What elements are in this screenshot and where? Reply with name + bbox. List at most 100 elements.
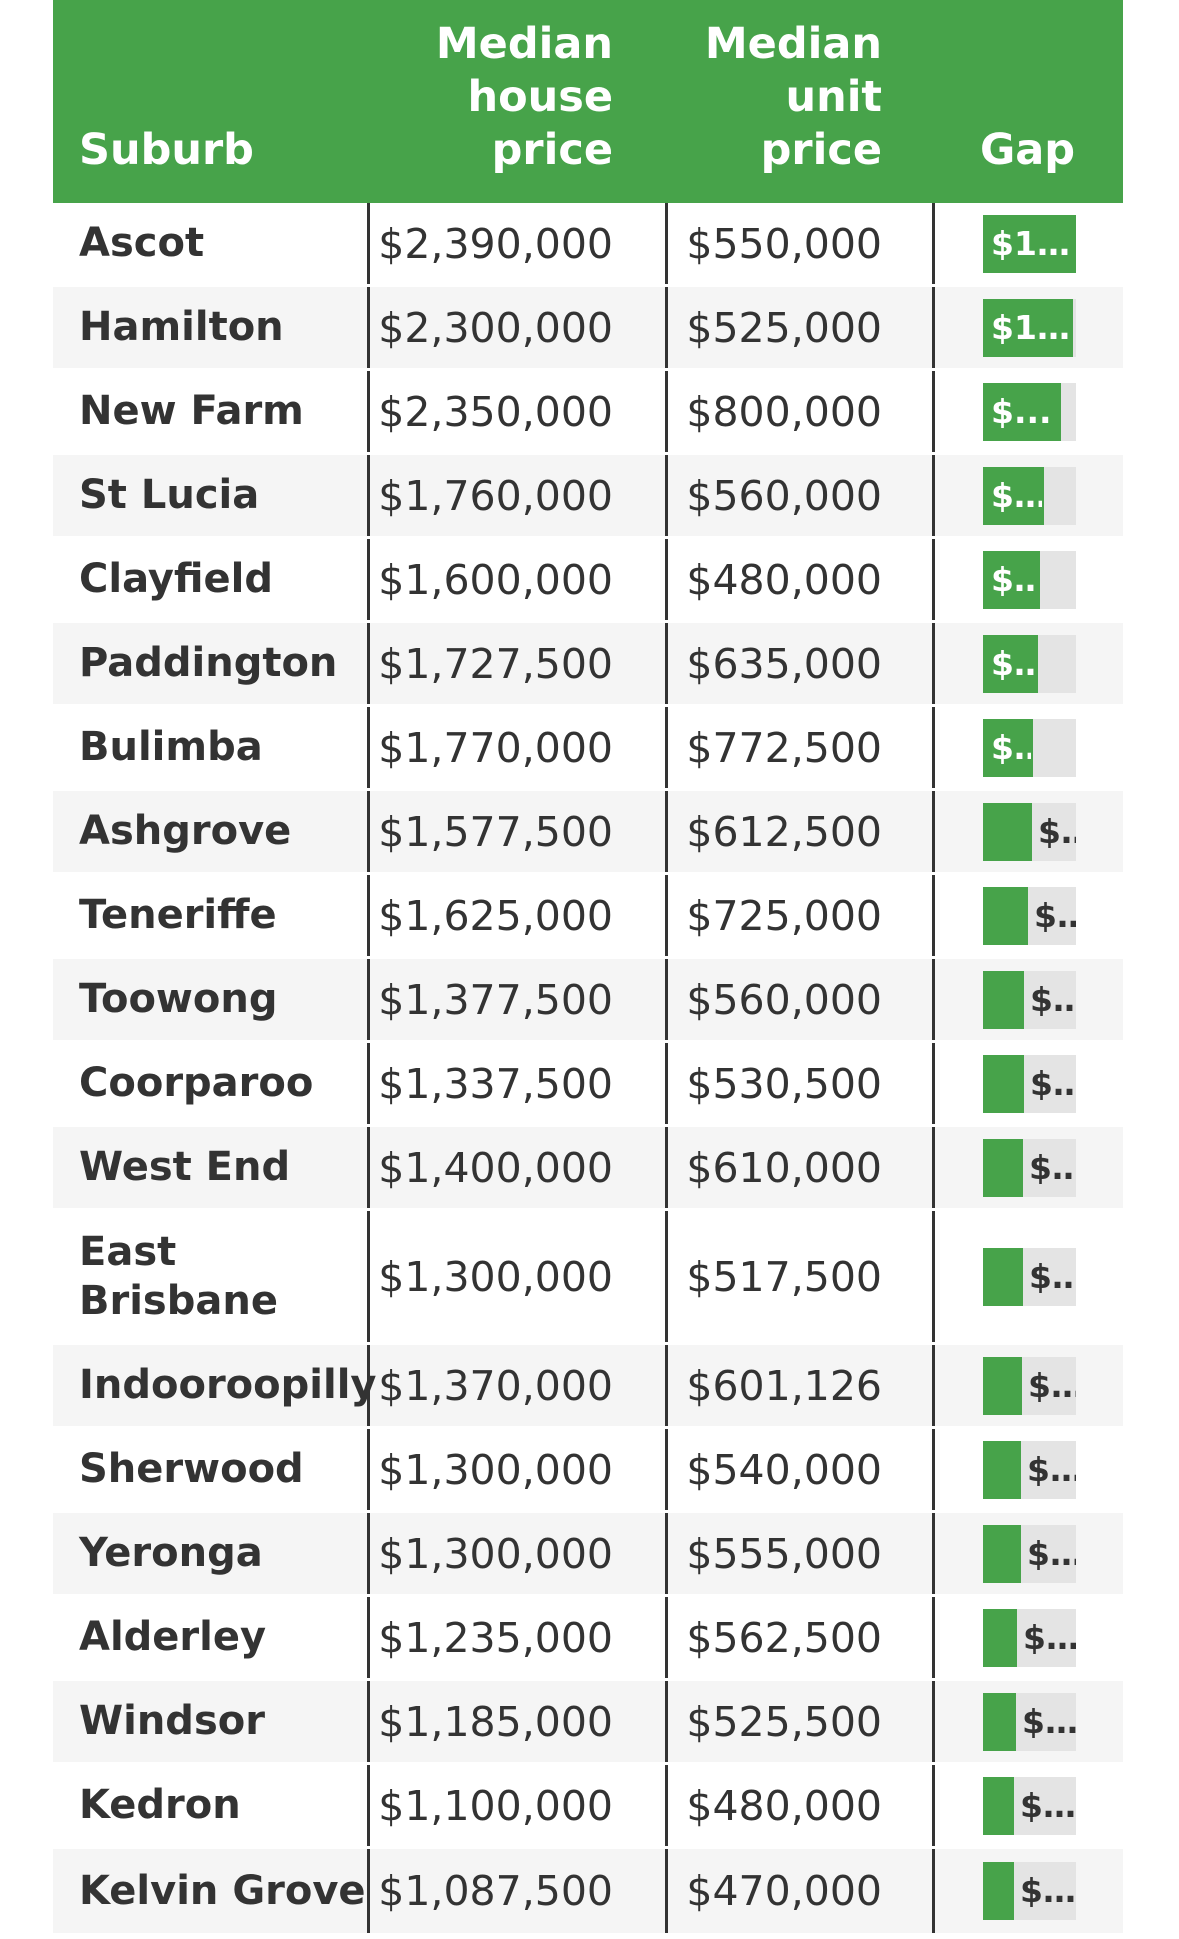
gap-cell: $... xyxy=(932,1211,1123,1342)
unit-price-cell: $525,500 xyxy=(665,1681,932,1762)
gap-bar xyxy=(983,1356,1022,1415)
table-row: West End $1,400,000$610,000 $... xyxy=(53,1127,1123,1211)
suburb-cell: St Lucia xyxy=(53,455,367,536)
header-suburb[interactable]: Suburb xyxy=(53,0,367,203)
gap-label: $... xyxy=(1028,1365,1076,1405)
suburb-cell: Ascot xyxy=(53,203,367,284)
table-row: Bulimba $1,770,000$772,500 $... xyxy=(53,707,1123,791)
gap-cell: $... xyxy=(932,1043,1123,1124)
header-gap[interactable]: Gap xyxy=(932,0,1123,203)
suburb-name: Paddington xyxy=(79,640,338,686)
header-house-line-1: Median xyxy=(435,19,613,69)
suburb-cell: New Farm xyxy=(53,371,367,452)
suburb-name: Ashgrove xyxy=(79,808,292,854)
gap-cell: $... xyxy=(932,371,1123,452)
table-row: Kelvin Grove $1,087,500 $470,000 $... xyxy=(53,1849,1123,1933)
gap-bar-track: $1... xyxy=(983,214,1076,273)
gap-cell: $... xyxy=(932,1429,1123,1510)
gap-bar xyxy=(983,1692,1016,1751)
header-house-price[interactable]: Median house price xyxy=(367,0,665,203)
house-price-cell: $1,760,000 xyxy=(367,455,665,536)
gap-bar-track: $... xyxy=(983,466,1076,525)
suburb-cell: Alderley xyxy=(53,1597,367,1678)
gap-cell: $... xyxy=(932,1597,1123,1678)
gap-bar-track: $... xyxy=(983,1138,1076,1197)
gap-bar xyxy=(983,1247,1023,1306)
unit-price-cell: $800,000 xyxy=(665,371,932,452)
gap-bar xyxy=(983,298,1073,357)
header-suburb-label: Suburb xyxy=(79,125,254,175)
gap-label: $... xyxy=(991,391,1052,431)
gap-bar xyxy=(983,718,1033,777)
gap-bar-track: $... xyxy=(983,550,1076,609)
gap-bar xyxy=(983,970,1024,1029)
gap-label: $1... xyxy=(991,223,1074,263)
gap-bar xyxy=(983,214,1076,273)
table-row: Indooroopilly$1,370,000$601,126 $... xyxy=(53,1345,1123,1429)
house-price-cell: $1,300,000 xyxy=(367,1429,665,1510)
house-price-cell: $1,235,000 xyxy=(367,1597,665,1678)
house-price-cell: $1,087,500 xyxy=(367,1849,665,1933)
gap-cell: $... xyxy=(932,455,1123,536)
suburb-name: Indooroopilly xyxy=(79,1362,377,1408)
suburb-cell: Bulimba xyxy=(53,707,367,788)
gap-cell: $... xyxy=(932,1513,1123,1594)
suburb-name: East Brisbane xyxy=(79,1228,278,1326)
house-price-cell: $1,337,500 xyxy=(367,1043,665,1124)
unit-price-cell: $560,000 xyxy=(665,959,932,1040)
suburb-cell: Yeronga xyxy=(53,1513,367,1594)
suburb-cell: Toowong xyxy=(53,959,367,1040)
gap-bar xyxy=(983,1138,1023,1197)
gap-bar xyxy=(983,802,1032,861)
suburb-name-line: East xyxy=(79,1228,177,1275)
header-gap-label: Gap xyxy=(980,125,1076,175)
gap-bar xyxy=(983,1440,1021,1499)
gap-label: $... xyxy=(1022,1701,1076,1741)
suburb-name: West End xyxy=(79,1144,291,1190)
gap-bar-track: $... xyxy=(983,1862,1076,1920)
unit-price-cell: $480,000 xyxy=(665,1765,932,1846)
unit-price-cell: $525,000 xyxy=(665,287,932,368)
house-price-cell: $1,377,500 xyxy=(367,959,665,1040)
table-row: Ashgrove $1,577,500$612,500 $... xyxy=(53,791,1123,875)
gap-cell: $... xyxy=(932,1345,1123,1426)
suburb-cell: Sherwood xyxy=(53,1429,367,1510)
house-price-cell: $1,770,000 xyxy=(367,707,665,788)
gap-bar-track: $... xyxy=(983,886,1076,945)
suburb-name: Hamilton xyxy=(79,304,284,350)
gap-label: $1... xyxy=(991,307,1071,347)
gap-label: $... xyxy=(1034,895,1076,935)
unit-price-cell: $601,126 xyxy=(665,1345,932,1426)
unit-price-cell: $550,000 xyxy=(665,203,932,284)
gap-bar-track: $... xyxy=(983,1692,1076,1751)
header-house-line-2: house xyxy=(467,72,613,122)
gap-label: $... xyxy=(1029,1147,1076,1187)
gap-bar-track: $... xyxy=(983,1054,1076,1113)
gap-bar-track: $... xyxy=(983,1608,1076,1667)
gap-bar xyxy=(983,1776,1014,1835)
unit-price-cell: $612,500 xyxy=(665,791,932,872)
house-price-cell: $2,390,000 xyxy=(367,203,665,284)
suburb-cell: Kedron xyxy=(53,1765,367,1846)
gap-label: $... xyxy=(1020,1785,1076,1825)
suburb-name: Bulimba xyxy=(79,724,263,770)
suburb-cell: Coorparoo xyxy=(53,1043,367,1124)
suburb-cell: Ashgrove xyxy=(53,791,367,872)
gap-cell: $1... xyxy=(932,203,1123,284)
unit-price-cell: $635,000 xyxy=(665,623,932,704)
table-row: Kedron $1,100,000 $480,000 $... xyxy=(53,1765,1123,1849)
unit-price-cell: $725,000 xyxy=(665,875,932,956)
gap-cell: $... xyxy=(932,539,1123,620)
table-row: Teneriffe $1,625,000$725,000 $... xyxy=(53,875,1123,959)
table-row: Coorparoo $1,337,500$530,500 $... xyxy=(53,1043,1123,1127)
unit-price-cell: $517,500 xyxy=(665,1211,932,1342)
house-price-cell: $2,350,000 xyxy=(367,371,665,452)
unit-price-cell: $470,000 xyxy=(665,1849,932,1933)
house-price-cell: $1,370,000 xyxy=(367,1345,665,1426)
unit-price-cell: $555,000 xyxy=(665,1513,932,1594)
header-house-line-3: price xyxy=(491,125,613,175)
header-unit-price[interactable]: Median unit price xyxy=(665,0,932,203)
table-row: Windsor $1,185,000$525,500 $... xyxy=(53,1681,1123,1765)
house-price-cell: $1,100,000 xyxy=(367,1765,665,1846)
suburb-name: Clayfield xyxy=(79,556,274,602)
